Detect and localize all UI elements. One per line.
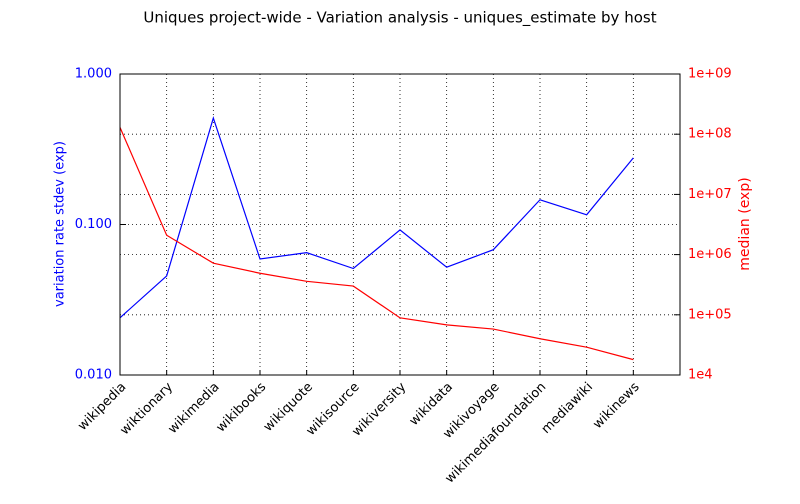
y2-tick-label: 1e4 (688, 368, 713, 383)
series-line (119, 116, 634, 319)
chart-title: Uniques project-wide - Variation analysi… (143, 9, 656, 28)
y2-tick-label: 1e+07 (688, 187, 732, 202)
y2-tick-label: 1e+08 (688, 127, 732, 142)
y2-axis-label: median (exp) (737, 177, 753, 270)
y2-tick-label: 1e+09 (688, 67, 732, 82)
y2-tick-label: 1e+06 (688, 247, 732, 262)
y-tick-label: 1.000 (75, 67, 112, 82)
plot-frame (119, 73, 681, 376)
y-tick-label: 0.010 (75, 368, 112, 383)
series-line (119, 127, 634, 361)
y-tick-label: 0.100 (75, 217, 112, 232)
y2-tick-label: 1e+05 (688, 307, 732, 322)
y-axis-label: variation rate stdev (exp) (53, 141, 68, 307)
